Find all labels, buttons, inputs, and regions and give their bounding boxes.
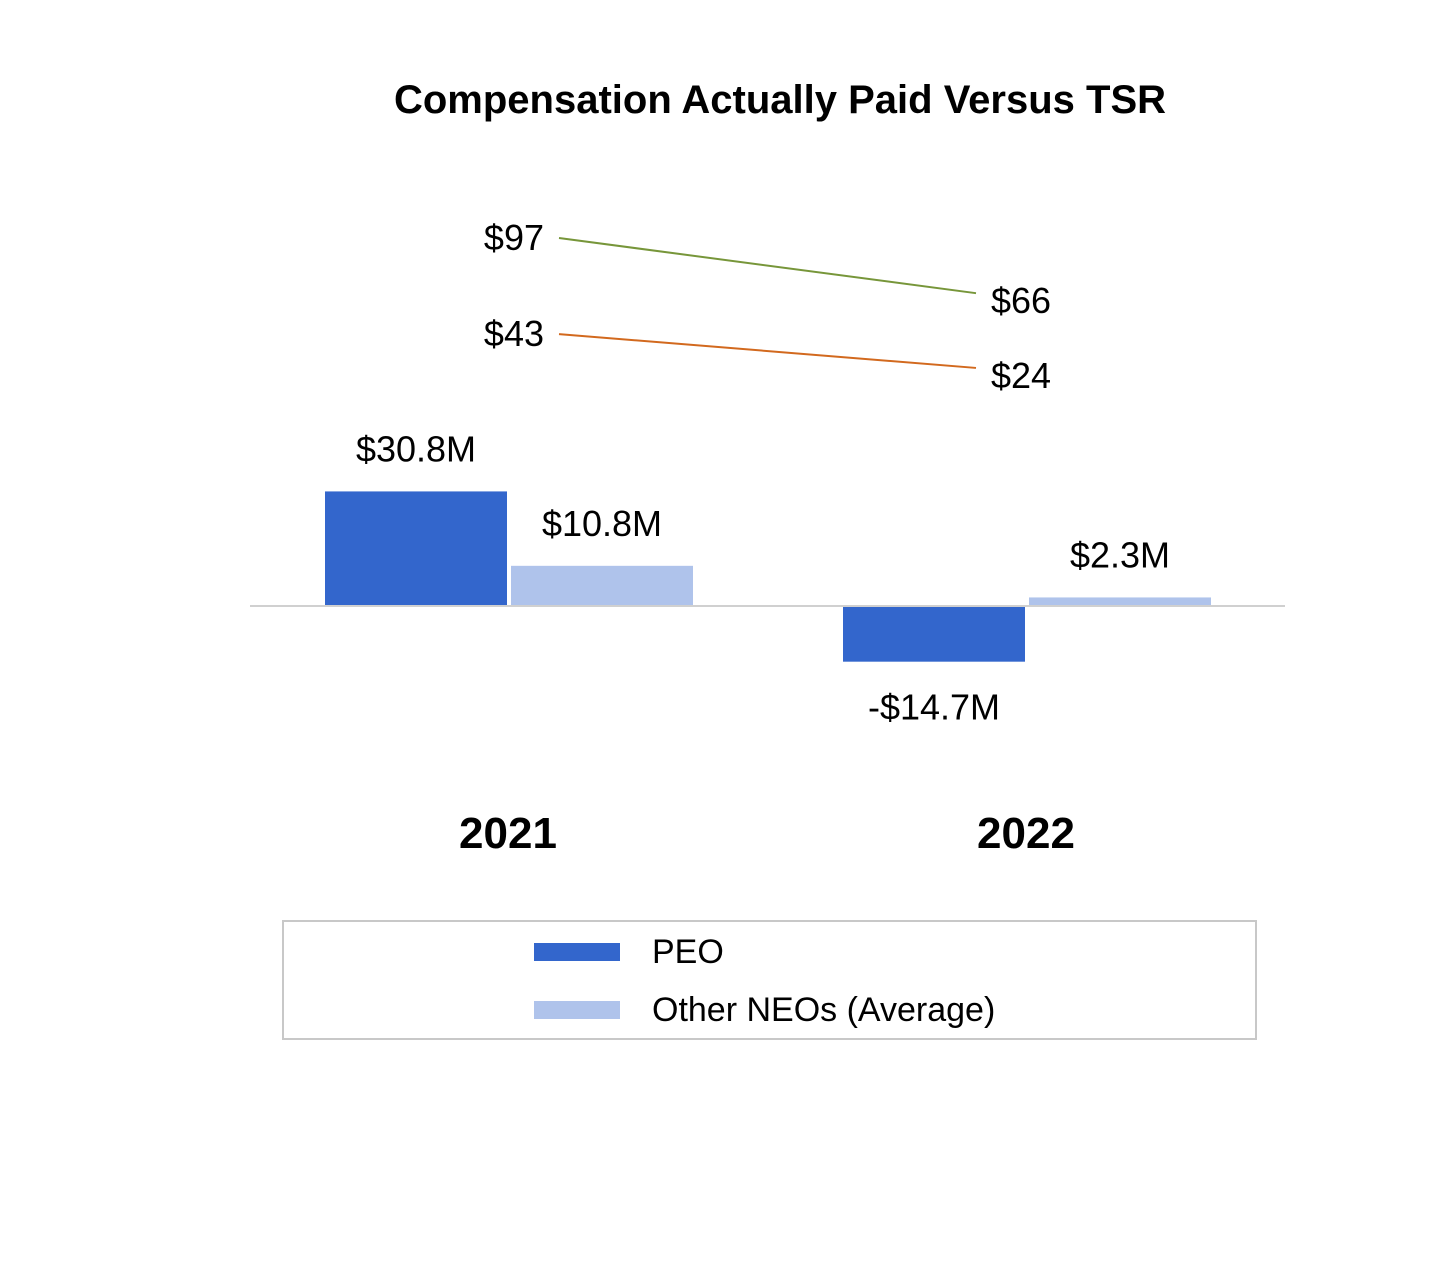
chart-plot: $30.8M -$14.7M $10.8M $2.3M $97 $66 $43 $24 2021…: [250, 217, 1285, 858]
bar-other-neos-2022: [1029, 597, 1211, 606]
tsr-label-1-start: $97: [484, 217, 544, 258]
legend: PEO Other NEOs (Average): [282, 920, 1257, 1040]
tsr-line-1: [558, 237, 977, 295]
bar-label-other-neos-2022: $2.3M: [1070, 534, 1170, 575]
tsr-label-1-end: $66: [991, 280, 1051, 321]
legend-label-other-neos: Other NEOs (Average): [652, 990, 996, 1029]
legend-label-peo: PEO: [652, 932, 724, 971]
chart-title: Compensation Actually Paid Versus TSR: [393, 78, 1167, 122]
legend-item-other-neos: Other NEOs (Average): [534, 990, 995, 1030]
bar-peo-2022: [843, 607, 1025, 662]
legend-swatch-peo: [534, 943, 620, 961]
bar-label-peo-2021: $30.8M: [356, 428, 476, 469]
legend-swatch-other-neos: [534, 1001, 620, 1019]
category-label-2021: 2021: [459, 809, 557, 858]
bar-peo-2021: [325, 491, 507, 606]
tsr-line-2: [558, 333, 977, 369]
bar-label-peo-2022: -$14.7M: [868, 687, 1000, 728]
category-label-2022: 2022: [977, 809, 1075, 858]
legend-item-peo: PEO: [534, 932, 724, 972]
bar-label-other-neos-2021: $10.8M: [542, 503, 662, 544]
bar-other-neos-2021: [511, 565, 693, 606]
tsr-label-2-start: $43: [484, 313, 544, 354]
tsr-label-2-end: $24: [991, 355, 1051, 396]
